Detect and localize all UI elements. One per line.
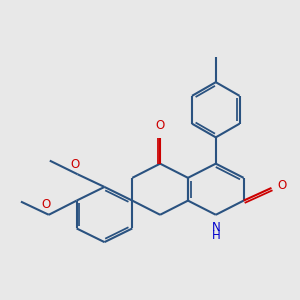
Text: O: O xyxy=(278,179,287,192)
Text: H: H xyxy=(212,229,220,242)
Text: O: O xyxy=(42,198,51,211)
Text: O: O xyxy=(70,158,80,171)
Text: O: O xyxy=(155,119,165,132)
Text: N: N xyxy=(212,221,220,234)
